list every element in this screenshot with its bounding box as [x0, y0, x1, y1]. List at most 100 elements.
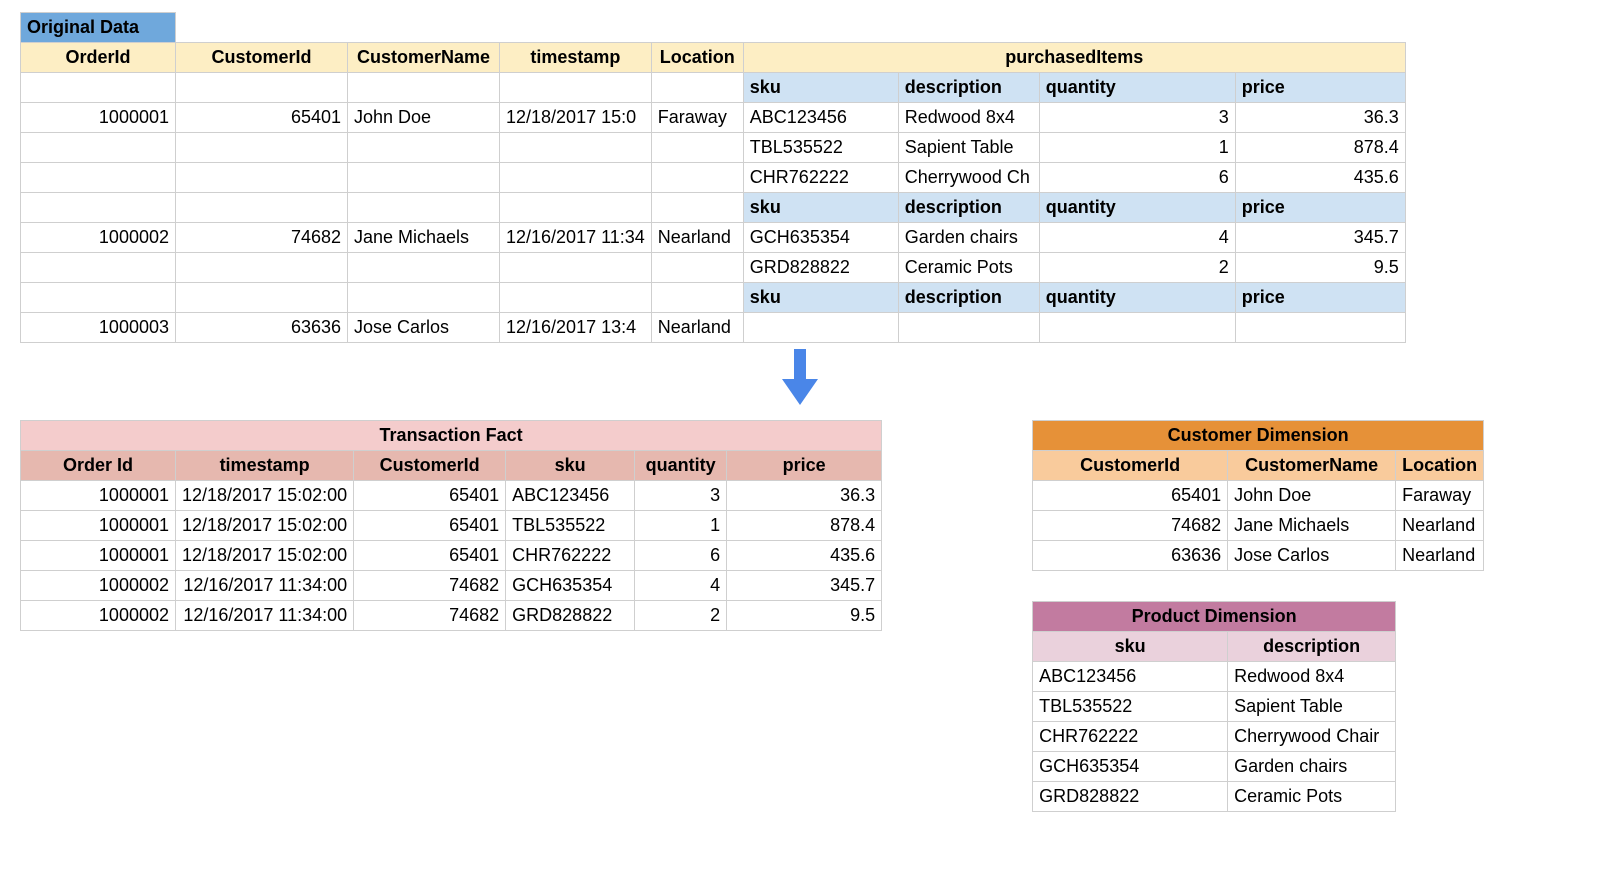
cell: 3 — [1039, 103, 1235, 133]
sub-header: quantity — [1039, 73, 1235, 103]
cell: 12/16/2017 13:4 — [500, 313, 652, 343]
cell — [500, 163, 652, 193]
col-header: timestamp — [176, 451, 354, 481]
sub-header: sku — [743, 73, 898, 103]
cell — [21, 163, 176, 193]
cell: 1000001 — [21, 511, 176, 541]
cell: John Doe — [348, 103, 500, 133]
cell: GCH635354 — [506, 571, 635, 601]
cell: 36.3 — [1235, 103, 1405, 133]
cell: 435.6 — [727, 541, 882, 571]
cell — [21, 253, 176, 283]
transaction-fact-table: Transaction FactOrder IdtimestampCustome… — [20, 420, 882, 631]
cell: 65401 — [354, 481, 506, 511]
sub-header: sku — [743, 193, 898, 223]
cell: Ceramic Pots — [898, 253, 1039, 283]
cell: 6 — [1039, 163, 1235, 193]
cell: 1000002 — [21, 601, 176, 631]
cell: Redwood 8x4 — [1228, 662, 1396, 692]
cell: 12/18/2017 15:02:00 — [176, 481, 354, 511]
table-title: Transaction Fact — [21, 421, 882, 451]
col-header: CustomerId — [1033, 451, 1228, 481]
cell: 12/18/2017 15:02:00 — [176, 541, 354, 571]
cell: 6 — [635, 541, 727, 571]
sub-header: description — [898, 73, 1039, 103]
original-data-tab: Original Data — [21, 13, 176, 43]
cell: 1 — [1039, 133, 1235, 163]
cell: 1000003 — [21, 313, 176, 343]
cell: Jane Michaels — [348, 223, 500, 253]
sub-header: price — [1235, 283, 1405, 313]
cell: GCH635354 — [1033, 752, 1228, 782]
cell: CHR762222 — [1033, 722, 1228, 752]
col-header: CustomerId — [354, 451, 506, 481]
cell: TBL535522 — [1033, 692, 1228, 722]
col-header: timestamp — [500, 43, 652, 73]
cell: 2 — [1039, 253, 1235, 283]
cell — [1039, 313, 1235, 343]
cell: Sapient Table — [898, 133, 1039, 163]
cell: GRD828822 — [1033, 782, 1228, 812]
cell: Garden chairs — [1228, 752, 1396, 782]
cell: 12/16/2017 11:34 — [500, 223, 652, 253]
cell: Nearland — [651, 223, 743, 253]
cell — [348, 133, 500, 163]
cell: 435.6 — [1235, 163, 1405, 193]
col-header: quantity — [635, 451, 727, 481]
product-dimension-table: Product DimensionskudescriptionABC123456… — [1032, 601, 1396, 812]
col-header: sku — [1033, 632, 1228, 662]
cell: 65401 — [354, 541, 506, 571]
cell — [500, 133, 652, 163]
cell: 3 — [635, 481, 727, 511]
cell: 1000002 — [21, 223, 176, 253]
cell: 345.7 — [1235, 223, 1405, 253]
cell: John Doe — [1228, 481, 1396, 511]
cell: 4 — [635, 571, 727, 601]
cell: 878.4 — [1235, 133, 1405, 163]
cell: 878.4 — [727, 511, 882, 541]
cell: 9.5 — [1235, 253, 1405, 283]
cell — [176, 163, 348, 193]
cell: GRD828822 — [506, 601, 635, 631]
col-header: description — [1228, 632, 1396, 662]
cell: 74682 — [354, 571, 506, 601]
cell: Nearland — [651, 313, 743, 343]
cell: Cherrywood Chair — [1228, 722, 1396, 752]
cell: Jose Carlos — [1228, 541, 1396, 571]
cell: ABC123456 — [743, 103, 898, 133]
cell: 74682 — [354, 601, 506, 631]
cell: Redwood 8x4 — [898, 103, 1039, 133]
original-data-table: Original DataOrderIdCustomerIdCustomerNa… — [20, 12, 1406, 343]
col-header: sku — [506, 451, 635, 481]
sub-header: sku — [743, 283, 898, 313]
cell: 63636 — [176, 313, 348, 343]
table-title: Product Dimension — [1033, 602, 1396, 632]
cell: Ceramic Pots — [1228, 782, 1396, 812]
down-arrow-icon — [778, 349, 822, 405]
cell: 1000001 — [21, 103, 176, 133]
cell: 1 — [635, 511, 727, 541]
cell: 63636 — [1033, 541, 1228, 571]
cell: 1000001 — [21, 481, 176, 511]
col-header-group: purchasedItems — [743, 43, 1405, 73]
cell: TBL535522 — [506, 511, 635, 541]
cell — [176, 133, 348, 163]
col-header: price — [727, 451, 882, 481]
col-header: Order Id — [21, 451, 176, 481]
cell: ABC123456 — [506, 481, 635, 511]
col-header: CustomerName — [348, 43, 500, 73]
cell — [176, 253, 348, 283]
cell: CHR762222 — [506, 541, 635, 571]
cell: 74682 — [176, 223, 348, 253]
cell: 65401 — [354, 511, 506, 541]
cell: 12/18/2017 15:02:00 — [176, 511, 354, 541]
col-header: CustomerId — [176, 43, 348, 73]
cell: Jose Carlos — [348, 313, 500, 343]
cell: GCH635354 — [743, 223, 898, 253]
cell: Nearland — [1396, 541, 1484, 571]
cell: 9.5 — [727, 601, 882, 631]
cell: 12/16/2017 11:34:00 — [176, 601, 354, 631]
cell: Jane Michaels — [1228, 511, 1396, 541]
customer-dimension-table: Customer DimensionCustomerIdCustomerName… — [1032, 420, 1484, 571]
cell: 12/18/2017 15:0 — [500, 103, 652, 133]
